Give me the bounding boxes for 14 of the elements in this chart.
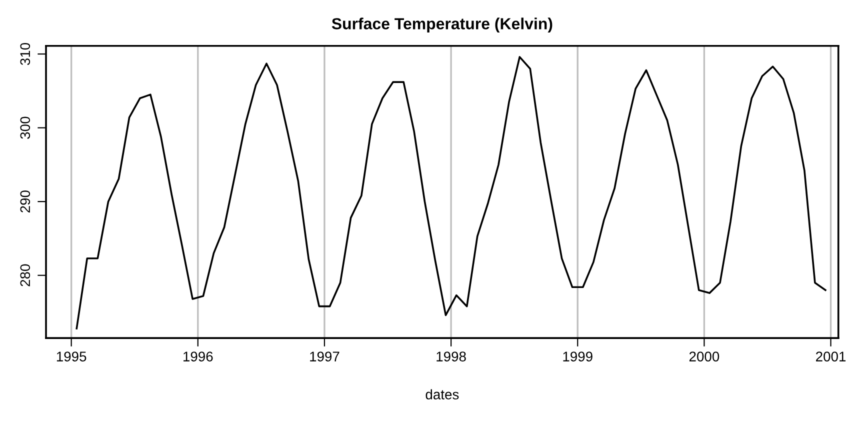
y-tick-label: 300 [20, 116, 30, 139]
y-tick-label: 280 [20, 264, 30, 286]
x-tick-label: 1995 [56, 352, 86, 362]
x-tick-label: 2000 [689, 352, 720, 362]
x-tick-label: 1997 [310, 352, 340, 362]
line-series [76, 56, 826, 330]
y-tick-label: 290 [20, 190, 30, 212]
x-tick-label: 1996 [184, 352, 213, 362]
x-tick-label: 2001 [816, 352, 846, 362]
chart-title: Surface Temperature (Kelvin) [332, 18, 552, 33]
x-axis-title: dates [426, 389, 459, 400]
y-tick-label: 310 [20, 42, 30, 66]
x-tick-label: 1999 [563, 352, 592, 362]
x-tick-label: 1998 [436, 352, 466, 362]
